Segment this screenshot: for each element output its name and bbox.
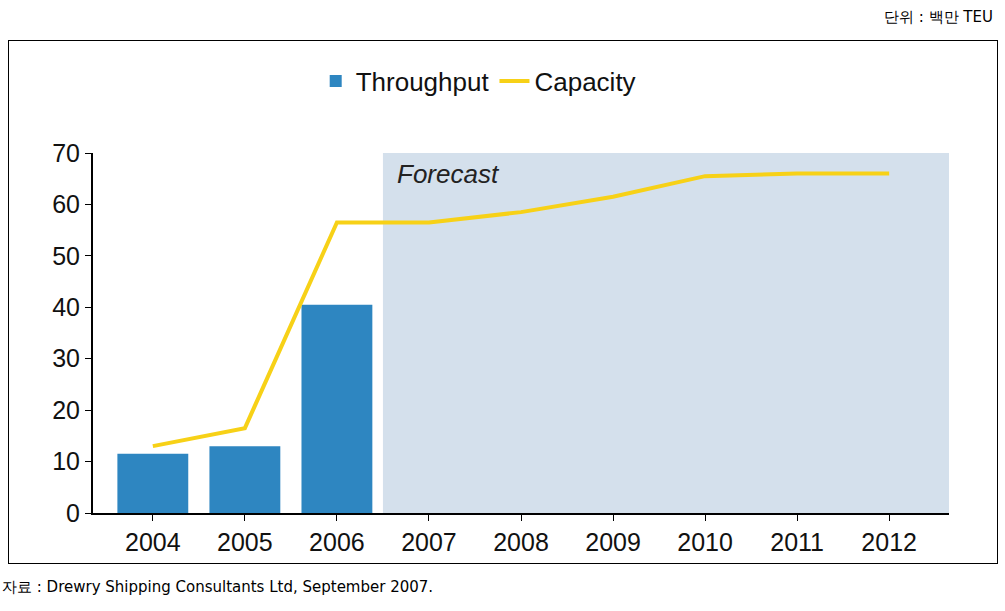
svg-text:2012: 2012 bbox=[861, 528, 917, 556]
svg-text:2008: 2008 bbox=[493, 528, 549, 556]
svg-text:Capacity: Capacity bbox=[534, 67, 635, 97]
svg-text:2006: 2006 bbox=[309, 528, 365, 556]
svg-text:Throughput: Throughput bbox=[356, 67, 490, 97]
svg-text:Forecast: Forecast bbox=[397, 159, 500, 189]
svg-text:60: 60 bbox=[52, 190, 80, 218]
svg-text:10: 10 bbox=[52, 447, 80, 475]
svg-text:30: 30 bbox=[52, 344, 80, 372]
svg-text:0: 0 bbox=[66, 499, 80, 527]
svg-text:2004: 2004 bbox=[125, 528, 181, 556]
svg-text:2009: 2009 bbox=[585, 528, 641, 556]
svg-text:70: 70 bbox=[52, 139, 80, 167]
svg-text:50: 50 bbox=[52, 242, 80, 270]
svg-text:40: 40 bbox=[52, 293, 80, 321]
html-text:자료 : Drewry Shipping Consultan: 자료 : Drewry Shipping Consultants Ltd, Se… bbox=[2, 578, 434, 596]
svg-text:2011: 2011 bbox=[770, 528, 824, 556]
svg-text:2007: 2007 bbox=[401, 528, 457, 556]
svg-text:2010: 2010 bbox=[677, 528, 733, 556]
svg-text:20: 20 bbox=[52, 396, 80, 424]
html-text:단위 : 백만 TEU: 단위 : 백만 TEU bbox=[884, 8, 993, 26]
svg-text:2005: 2005 bbox=[217, 528, 273, 556]
